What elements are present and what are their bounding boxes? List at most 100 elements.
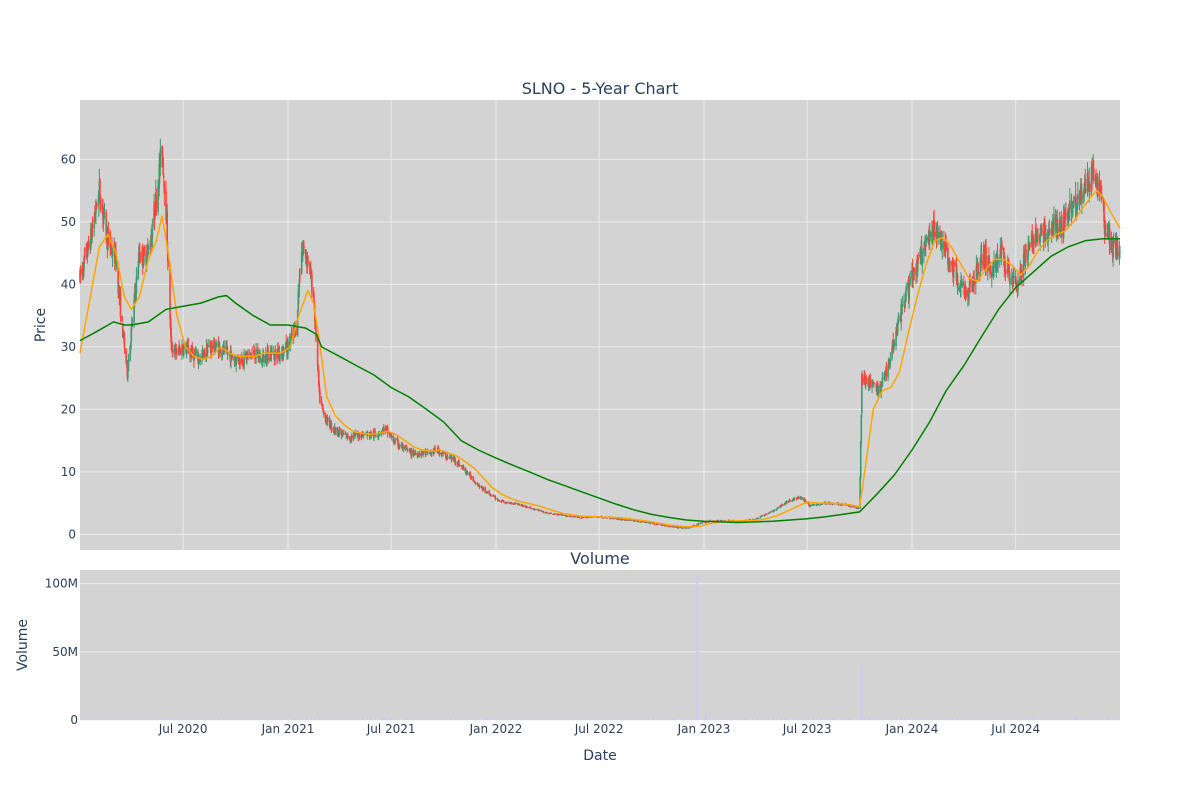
volume-bar — [307, 719, 308, 720]
candle-body — [546, 513, 548, 514]
candle-body — [762, 515, 764, 516]
candle-body — [120, 293, 122, 317]
candle-body — [1119, 253, 1121, 254]
candle-down — [654, 524, 656, 525]
candle-body — [121, 316, 123, 321]
candle-body — [870, 378, 872, 387]
candle-body — [407, 449, 409, 450]
candle-body — [136, 277, 138, 293]
candle-body — [317, 339, 319, 365]
candle-body — [904, 304, 906, 307]
candle-body — [367, 432, 369, 433]
volume-bar — [762, 719, 763, 720]
volume-bar — [910, 719, 911, 720]
volume-bar — [794, 719, 795, 720]
candle-body — [419, 454, 421, 455]
candle-body — [211, 346, 213, 349]
candle-body — [299, 276, 301, 277]
candle-body — [539, 510, 541, 511]
volume-bar — [746, 719, 747, 720]
candle-body — [1081, 195, 1083, 204]
volume-bar — [311, 719, 312, 720]
candle-body — [886, 368, 888, 376]
candle-body — [242, 360, 244, 364]
candle-body — [602, 518, 604, 519]
volume-bar — [124, 719, 125, 720]
volume-bar — [391, 719, 392, 720]
candle-body — [263, 355, 265, 362]
volume-bar — [184, 719, 185, 720]
volume-bar — [583, 719, 584, 720]
volume-bar — [758, 719, 759, 720]
candle-body — [1033, 240, 1035, 246]
candle-body — [1065, 213, 1067, 218]
candle-body — [535, 509, 537, 510]
volume-bar — [698, 719, 699, 720]
candle-body — [215, 343, 217, 347]
volume-plot-area — [80, 570, 1120, 720]
volume-bar — [120, 719, 121, 720]
candle-body — [794, 499, 796, 500]
candle-body — [331, 429, 333, 430]
candle-body — [1037, 234, 1039, 235]
volume-bar — [854, 719, 855, 720]
volume-bar — [200, 719, 201, 720]
candle-body — [359, 434, 361, 438]
candle-body — [383, 428, 385, 432]
candle-body — [1073, 197, 1075, 204]
candle-body — [327, 418, 329, 419]
candle-body — [499, 500, 501, 501]
volume-bar — [335, 719, 336, 720]
volume-bar — [108, 719, 109, 720]
volume-bar — [351, 719, 352, 720]
candle-body — [802, 498, 804, 500]
candle-body — [307, 257, 309, 263]
volume-bar — [714, 719, 715, 720]
candle-body — [670, 526, 672, 527]
candle-body — [251, 353, 253, 354]
candle-body — [519, 504, 521, 506]
candle-body — [243, 354, 245, 366]
candle-up — [854, 507, 856, 508]
candle-body — [207, 345, 209, 347]
candle-body — [323, 411, 325, 415]
volume-bar — [571, 719, 572, 720]
volume-bar — [535, 719, 536, 720]
candle-body — [921, 252, 923, 266]
candle-body — [882, 378, 884, 386]
volume-bar — [802, 719, 803, 720]
candle-body — [483, 488, 485, 490]
volume-bar — [694, 719, 695, 720]
volume-bar — [252, 719, 253, 720]
volume-bar — [874, 719, 875, 720]
candle-body — [961, 282, 963, 287]
volume-bar — [403, 719, 404, 720]
candle-up — [860, 414, 862, 448]
candle-body — [191, 346, 193, 353]
volume-bar — [355, 719, 356, 720]
volume-bar — [367, 719, 368, 720]
volume-bar — [806, 719, 807, 720]
candle-body — [100, 203, 102, 209]
candle-body — [1061, 223, 1063, 237]
candle-body — [451, 457, 453, 460]
candle-body — [702, 522, 704, 523]
candle-body — [826, 504, 828, 505]
volume-bar — [284, 719, 285, 720]
volume-bar — [288, 719, 289, 720]
candle-body — [463, 467, 465, 471]
candle-body — [247, 354, 249, 355]
candle-body — [622, 519, 624, 520]
volume-bar — [842, 719, 843, 720]
candle-body — [898, 317, 900, 324]
candle-body — [866, 379, 868, 380]
candle-down — [162, 157, 164, 176]
volume-bar — [902, 719, 903, 720]
candle-body — [311, 274, 313, 293]
volume-bar — [439, 719, 440, 720]
candle-body — [1089, 183, 1091, 192]
candle-body — [678, 527, 680, 528]
candle-body — [112, 255, 114, 256]
candle-body — [339, 428, 341, 434]
